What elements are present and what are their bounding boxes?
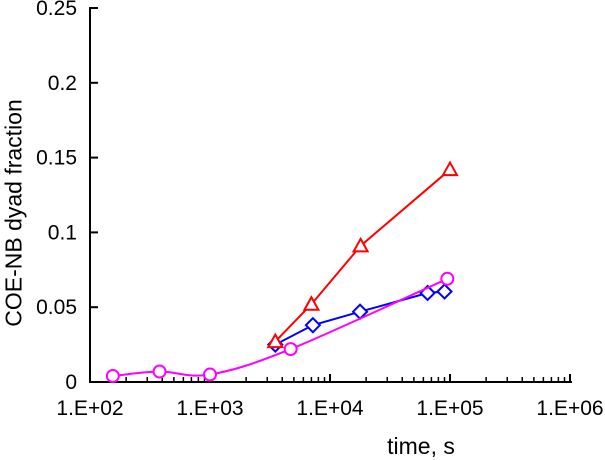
x-tick-label: 1.E+06 [536, 397, 603, 420]
x-tick-label: 1.E+03 [176, 397, 243, 420]
circle-marker [152, 364, 167, 379]
triangle-marker [441, 160, 459, 177]
circle-marker [283, 342, 298, 357]
diamond-marker [436, 283, 453, 300]
x-axis-title: time, s [387, 433, 455, 459]
triangle-marker [266, 332, 284, 349]
x-tick-label: 1.E+02 [56, 397, 123, 420]
x-tick-label: 1.E+05 [416, 397, 483, 420]
y-tick-label: 0.2 [48, 72, 77, 95]
triangle-marker [302, 295, 321, 311]
y-tick-label: 0.15 [36, 147, 77, 170]
series-magenta-circle-series [105, 271, 455, 384]
y-tick-label: 0.1 [48, 221, 77, 244]
y-tick-label: 0.05 [36, 296, 77, 319]
y-tick-label: 0.25 [36, 0, 77, 20]
circle-marker [440, 271, 455, 286]
x-tick-label: 1.E+04 [296, 397, 363, 420]
diamond-marker [304, 316, 322, 334]
triangle-marker [351, 236, 370, 253]
circle-marker [203, 367, 217, 382]
series-line [274, 168, 451, 343]
y-tick-label: 0 [65, 371, 77, 394]
circle-marker [105, 369, 120, 384]
series-line [112, 277, 448, 378]
y-axis-title: COE-NB dyad fraction [0, 99, 27, 327]
series-red-triangle-series [266, 160, 459, 349]
